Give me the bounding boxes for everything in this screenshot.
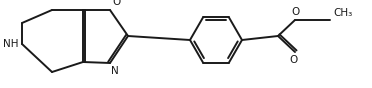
Text: NH: NH: [3, 39, 18, 49]
Text: O: O: [112, 0, 120, 7]
Text: O: O: [290, 55, 298, 65]
Text: CH₃: CH₃: [333, 8, 352, 18]
Text: N: N: [111, 66, 119, 76]
Text: O: O: [291, 7, 299, 17]
